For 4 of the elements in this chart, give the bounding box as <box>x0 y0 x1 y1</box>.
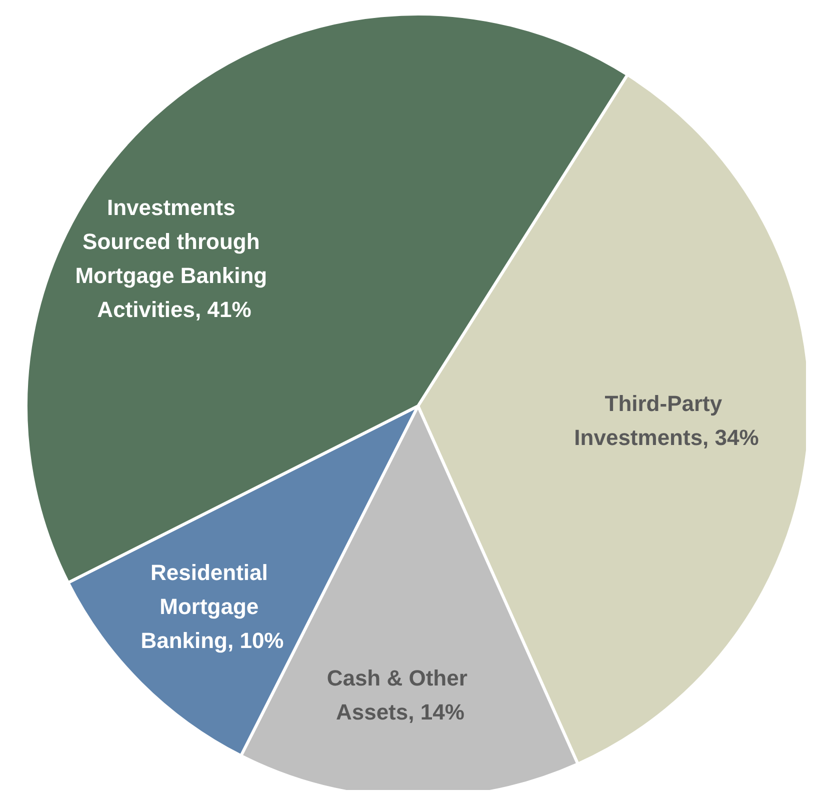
slice-label: Cash & Other Assets, 14% <box>326 665 474 724</box>
slice-label: Residential Mortgage Banking, 10% <box>140 560 284 654</box>
slice-label: Investments Sourced through Mortgage Banking Activities, 41% <box>75 195 274 322</box>
slice-label: Third-Party Investments, 34% <box>574 390 759 450</box>
